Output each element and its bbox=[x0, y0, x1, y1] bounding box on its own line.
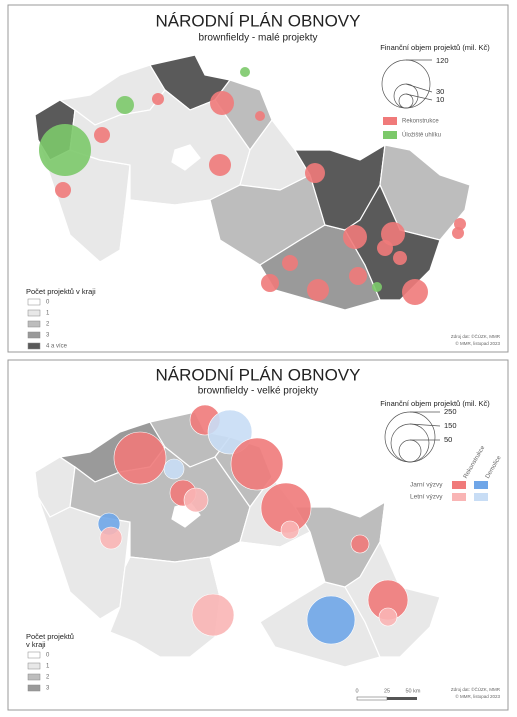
count-label: 1 bbox=[46, 664, 50, 670]
legend-swatch bbox=[474, 481, 488, 489]
scale-label: 0 bbox=[355, 688, 358, 694]
scale-label: 50 km bbox=[406, 688, 421, 694]
count-legend bbox=[27, 651, 41, 692]
count-label: 3 bbox=[46, 333, 50, 339]
count-label: 1 bbox=[46, 311, 50, 317]
bubbles bbox=[97, 404, 409, 645]
legend-swatch bbox=[383, 131, 397, 139]
count-label: 0 bbox=[46, 300, 50, 306]
map-panel: NÁRODNÍ PLÁN OBNOVY brownfieldy - malé p… bbox=[7, 4, 509, 353]
size-label: 30 bbox=[436, 87, 444, 96]
size-label: 250 bbox=[444, 407, 457, 416]
count-label: 0 bbox=[46, 653, 50, 659]
count-label: 2 bbox=[46, 675, 50, 681]
legend-title: v kraji bbox=[26, 640, 46, 649]
legend-swatch bbox=[452, 493, 466, 501]
count-legend bbox=[27, 298, 41, 350]
map-title: NÁRODNÍ PLÁN OBNOVY bbox=[156, 11, 361, 30]
size-label: 50 bbox=[444, 435, 452, 444]
source: © MMR, listopad 2023 bbox=[455, 340, 500, 346]
scale-bar bbox=[356, 696, 417, 701]
legend-swatch bbox=[452, 481, 466, 489]
count-label: 4 a více bbox=[46, 344, 68, 350]
size-label: 150 bbox=[444, 421, 457, 430]
map-panel: NÁRODNÍ PLÁN OBNOVY brownfieldy - velké … bbox=[7, 359, 509, 711]
legend-title: Finanční objem projektů (mil. Kč) bbox=[380, 43, 490, 52]
map-subtitle: brownfieldy - velké projekty bbox=[198, 386, 319, 397]
bubbles bbox=[39, 67, 466, 305]
scale-label: 25 bbox=[384, 688, 390, 694]
source: Zdroj dat: ©ČÚZK, MMR bbox=[451, 333, 501, 339]
size-legend bbox=[384, 411, 441, 463]
legend-title: Finanční objem projektů (mil. Kč) bbox=[380, 399, 490, 408]
legend-swatch bbox=[474, 493, 488, 501]
size-legend bbox=[381, 59, 433, 109]
source: © MMR, listopad 2023 bbox=[455, 693, 500, 699]
count-label: 3 bbox=[46, 686, 50, 692]
size-label: 10 bbox=[436, 95, 444, 104]
size-label: 120 bbox=[436, 56, 449, 65]
row-label: Letní výzvy bbox=[410, 494, 443, 501]
legend-label: Úložiště uhlíku bbox=[402, 132, 441, 139]
map-title: NÁRODNÍ PLÁN OBNOVY bbox=[156, 365, 361, 384]
row-label: Jarní výzvy bbox=[410, 482, 443, 489]
count-label: 2 bbox=[46, 322, 50, 328]
map-subtitle: brownfieldy - malé projekty bbox=[199, 33, 318, 44]
legend-label: Rekonstrukce bbox=[402, 119, 439, 125]
legend-title: Počet projektů bbox=[26, 632, 74, 641]
legend-title: Počet projektů v kraji bbox=[26, 287, 96, 296]
source: Zdroj dat: ©ČÚZK, MMR bbox=[451, 686, 501, 692]
legend-swatch bbox=[383, 117, 397, 125]
